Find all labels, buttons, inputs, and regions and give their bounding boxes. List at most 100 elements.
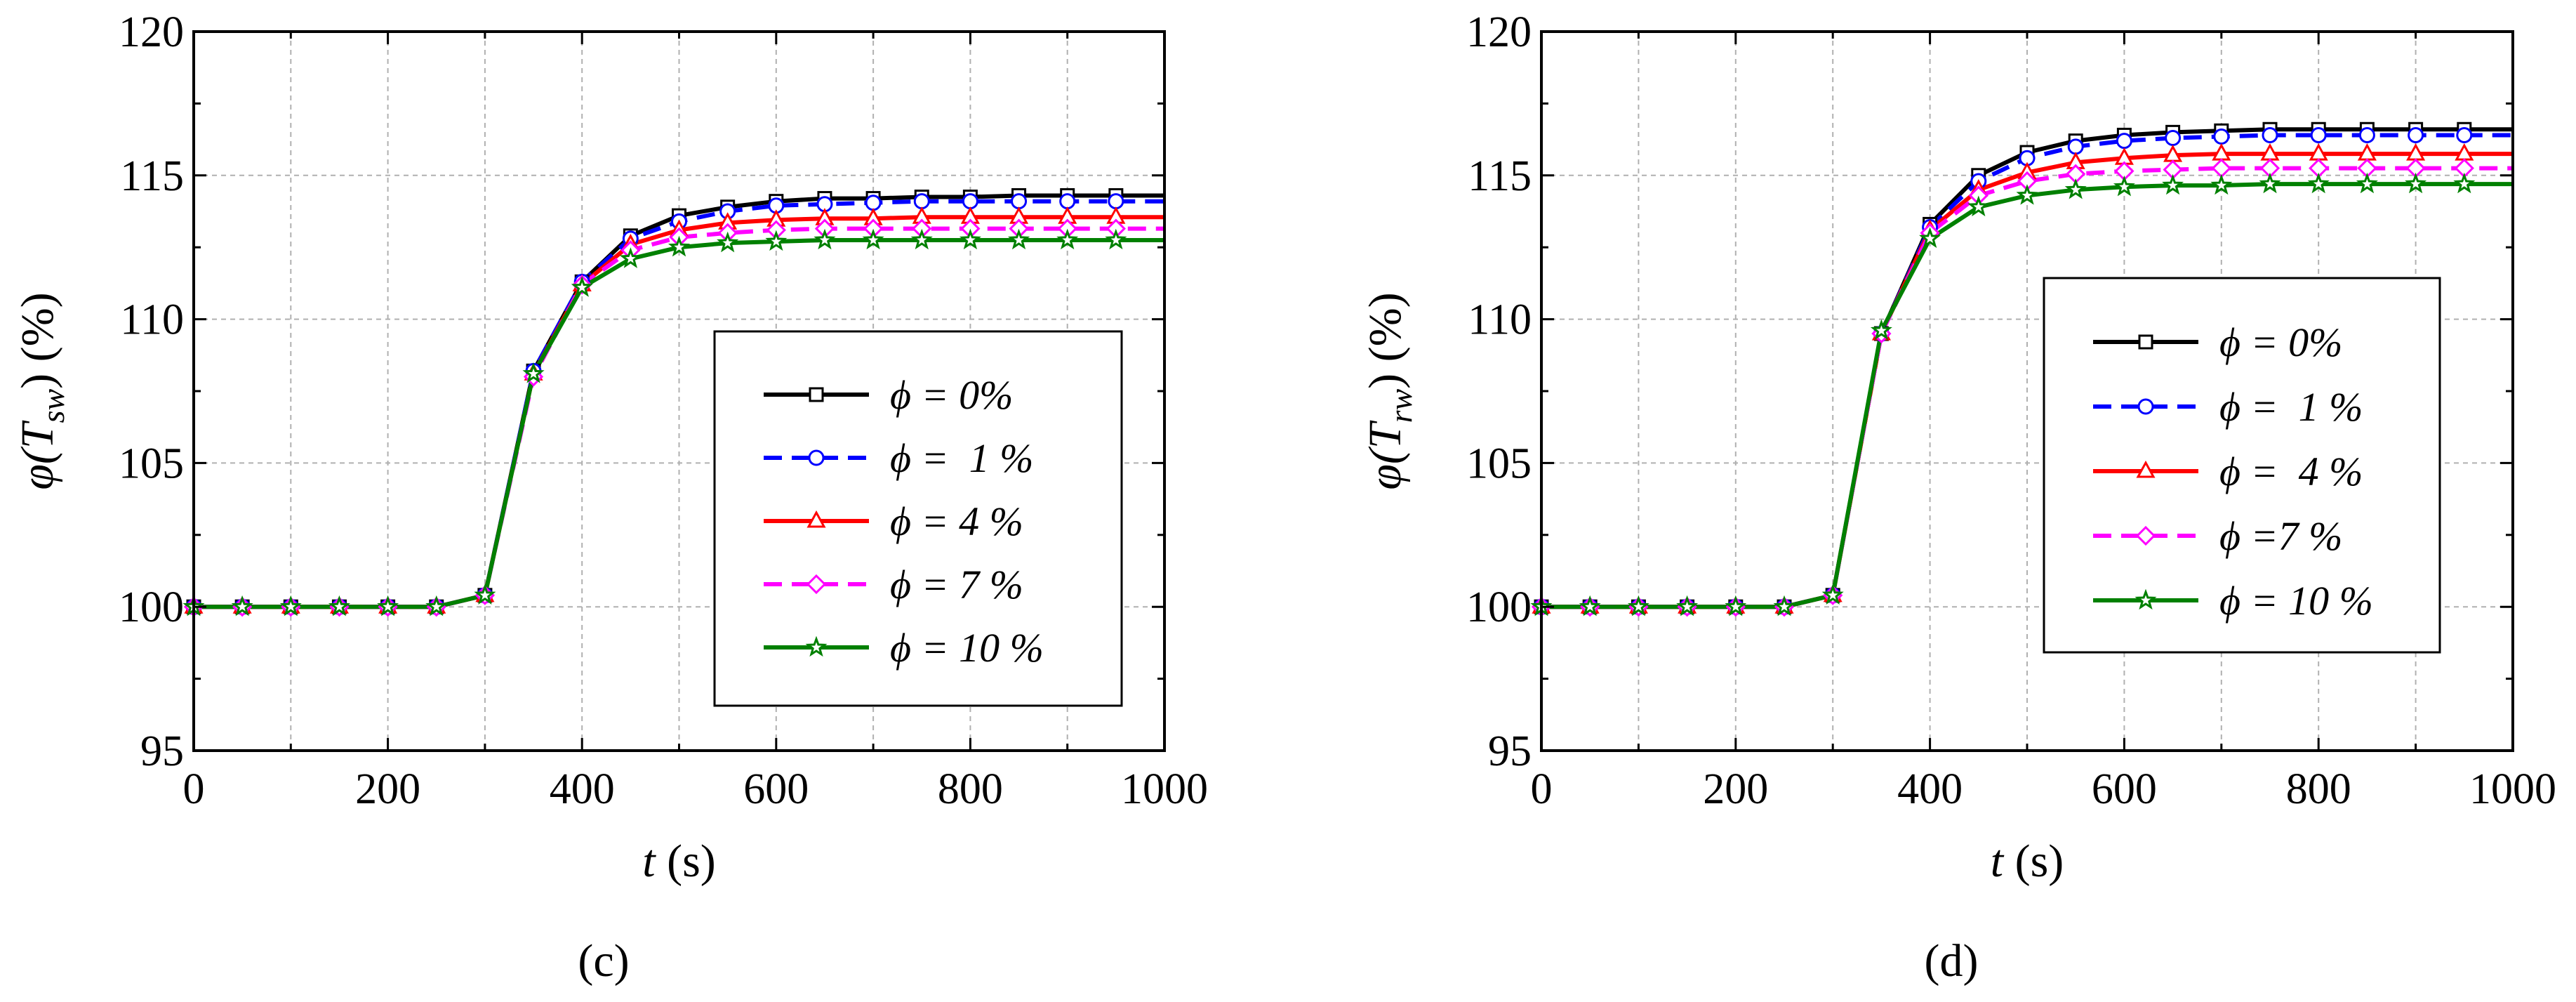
legend-marker [2135, 588, 2157, 610]
y-tick-label: 105 [1466, 440, 1532, 487]
y-tick-label: 110 [120, 296, 184, 344]
legend-entry-label: ϕ = 0% [2219, 319, 2342, 365]
legend-marker [2135, 525, 2156, 546]
legend-entry-label: ϕ = 1 % [890, 435, 1033, 481]
legend-marker [806, 510, 826, 528]
data-point-marker [1105, 228, 1127, 250]
series-markers-4 [1530, 172, 2476, 617]
data-point-marker [571, 276, 593, 297]
y-axis-label: φ(Tsw) (%) [12, 292, 71, 489]
legend-marker [2137, 398, 2154, 415]
data-point-marker [2356, 172, 2378, 194]
data-point-marker [2262, 126, 2278, 143]
legend-marker [2138, 334, 2153, 350]
legend-marker [2136, 460, 2156, 478]
legend-entry-label: ϕ = 10 % [2219, 578, 2373, 624]
data-point-marker [2456, 126, 2473, 143]
panel-label: (d) [1925, 935, 1979, 987]
x-tick-label: 800 [2286, 765, 2351, 813]
legend-entry-label: ϕ = 4 % [2219, 449, 2363, 494]
data-point-marker [2358, 126, 2375, 143]
data-point-marker [2213, 128, 2230, 145]
data-point-marker [2116, 133, 2132, 150]
x-tick-label: 600 [743, 765, 809, 813]
data-point-marker [959, 228, 981, 250]
data-point-marker [1056, 228, 1079, 250]
data-point-marker [2162, 173, 2184, 195]
data-point-marker [668, 235, 691, 257]
y-tick-label: 95 [1488, 727, 1532, 775]
x-tick-label: 0 [183, 765, 205, 813]
data-point-marker [2453, 172, 2476, 194]
data-point-marker [2210, 173, 2233, 195]
legend-entry-label: ϕ = 0% [890, 372, 1013, 418]
legend-entry-label: ϕ = 10 % [890, 625, 1044, 671]
data-point-marker [328, 595, 351, 617]
data-point-marker [1870, 319, 1892, 341]
y-tick-label: 100 [1466, 584, 1532, 631]
data-point-marker [474, 584, 496, 605]
data-point-marker [865, 195, 882, 211]
y-tick-label: 110 [1468, 296, 1532, 344]
legend-marker [806, 574, 827, 595]
legend-marker [805, 635, 828, 657]
legend-entry-label: ϕ =7 % [2219, 513, 2342, 559]
x-axis-label: t (s) [1991, 836, 2064, 887]
data-point-marker [2067, 138, 2084, 155]
legend-marker [809, 387, 824, 402]
data-point-marker [2405, 172, 2427, 194]
data-point-marker [1725, 595, 1747, 617]
panel-d: 0 200 400 600 800 1000 95 100 105 110 115 120 t (s) φ… [1360, 8, 2556, 987]
legend-entry-label: ϕ = 7 % [890, 562, 1023, 607]
x-tick-label: 600 [2092, 765, 2157, 813]
data-point-marker [1821, 584, 1844, 605]
data-point-marker [910, 228, 933, 250]
data-point-marker [2307, 172, 2330, 194]
legend: ϕ = 0% ϕ = 1 % ϕ = 4 % ϕ = 7 % ϕ = 10 % [713, 330, 1123, 707]
y-tick-label: 115 [1468, 152, 1532, 200]
panel-label: (c) [578, 935, 629, 987]
data-point-marker [1919, 227, 1941, 249]
data-point-marker [862, 228, 884, 250]
data-point-marker [2310, 126, 2327, 143]
data-point-marker [1627, 595, 1649, 617]
data-point-marker [425, 595, 448, 617]
data-point-marker [1059, 193, 1076, 210]
y-tick-label: 120 [119, 8, 184, 56]
data-point-marker [619, 247, 642, 268]
legend-marker [808, 449, 825, 466]
data-point-marker [2016, 184, 2038, 205]
y-tick-label: 100 [119, 584, 184, 631]
y-tick-label: 120 [1466, 8, 1532, 56]
series-markers-4 [182, 228, 1127, 617]
data-point-marker [913, 193, 930, 210]
x-tick-label: 800 [938, 765, 1003, 813]
legend: ϕ = 0% ϕ = 1 % ϕ = 4 % ϕ =7 % ϕ = 10 % [2043, 277, 2441, 654]
data-point-marker [814, 228, 836, 250]
data-point-marker [1676, 595, 1699, 617]
y-tick-label: 105 [119, 440, 184, 487]
y-axis-label: φ(Trw) (%) [1360, 292, 1419, 489]
data-point-marker [2165, 130, 2182, 147]
y-tick-label: 95 [140, 727, 184, 775]
data-point-marker [522, 362, 545, 383]
data-point-marker [1011, 193, 1028, 210]
x-tick-label: 1000 [1121, 765, 1208, 813]
panel-c: 0 200 400 600 800 1000 95 100 105 110 115 120 t (s) φ… [12, 8, 1208, 987]
series-line-3 [1541, 166, 2513, 609]
data-point-marker [1579, 595, 1601, 617]
data-point-marker [1007, 228, 1030, 250]
data-point-marker [1967, 195, 1990, 217]
x-tick-label: 0 [1531, 765, 1553, 813]
legend-entry-label: ϕ = 4 % [890, 499, 1023, 544]
data-point-marker [1108, 193, 1124, 210]
data-point-marker [2064, 178, 2087, 199]
x-tick-label: 400 [1897, 765, 1963, 813]
x-tick-label: 400 [550, 765, 615, 813]
y-tick-label: 115 [120, 152, 184, 200]
x-axis-label: t (s) [642, 836, 716, 887]
data-point-marker [2408, 126, 2424, 143]
data-point-marker [377, 595, 399, 617]
axis-ticks [192, 30, 1166, 752]
